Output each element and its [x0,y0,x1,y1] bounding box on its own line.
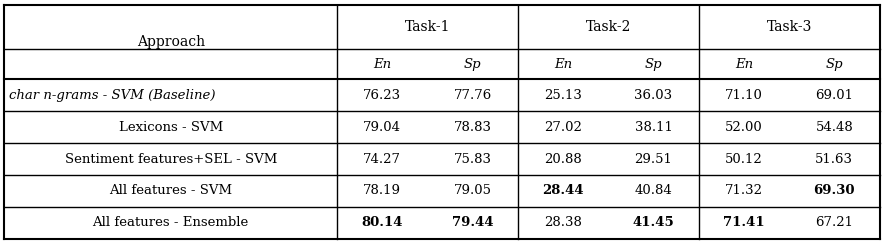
Text: 79.04: 79.04 [363,121,401,134]
Text: 78.19: 78.19 [363,184,401,198]
Text: 20.88: 20.88 [545,152,582,166]
Text: 69.30: 69.30 [813,184,855,198]
Text: 38.11: 38.11 [635,121,673,134]
Text: 36.03: 36.03 [635,89,673,102]
Text: 50.12: 50.12 [725,152,763,166]
Text: Sp: Sp [644,58,662,71]
Text: 79.44: 79.44 [452,216,493,229]
Text: En: En [554,58,572,71]
Text: All features - SVM: All features - SVM [109,184,232,198]
Text: Approach: Approach [137,35,205,49]
Text: Task-1: Task-1 [405,20,450,34]
Text: Task-2: Task-2 [585,20,631,34]
Text: 80.14: 80.14 [362,216,403,229]
Text: 40.84: 40.84 [635,184,673,198]
Text: 79.05: 79.05 [453,184,492,198]
Text: Task-3: Task-3 [766,20,812,34]
Text: 27.02: 27.02 [545,121,582,134]
Text: All features - Ensemble: All features - Ensemble [93,216,248,229]
Text: 28.44: 28.44 [542,184,583,198]
Text: En: En [735,58,753,71]
Text: 71.32: 71.32 [725,184,763,198]
Text: 74.27: 74.27 [363,152,401,166]
Text: 71.41: 71.41 [723,216,765,229]
Text: 29.51: 29.51 [635,152,673,166]
Text: 67.21: 67.21 [815,216,853,229]
Text: 76.23: 76.23 [363,89,401,102]
Text: 52.00: 52.00 [725,121,763,134]
Text: Sp: Sp [826,58,843,71]
Text: Sp: Sp [464,58,482,71]
Text: char n-grams - SVM (Baseline): char n-grams - SVM (Baseline) [9,89,216,102]
Text: Lexicons - SVM: Lexicons - SVM [118,121,223,134]
Text: 28.38: 28.38 [545,216,582,229]
Text: 75.83: 75.83 [453,152,492,166]
Text: 41.45: 41.45 [633,216,674,229]
Text: Sentiment features+SEL - SVM: Sentiment features+SEL - SVM [65,152,277,166]
Text: 25.13: 25.13 [545,89,582,102]
Text: 69.01: 69.01 [815,89,853,102]
Text: 51.63: 51.63 [815,152,853,166]
Text: 77.76: 77.76 [453,89,492,102]
Text: 71.10: 71.10 [725,89,763,102]
Text: 54.48: 54.48 [815,121,853,134]
Text: 78.83: 78.83 [453,121,492,134]
Text: En: En [373,58,392,71]
